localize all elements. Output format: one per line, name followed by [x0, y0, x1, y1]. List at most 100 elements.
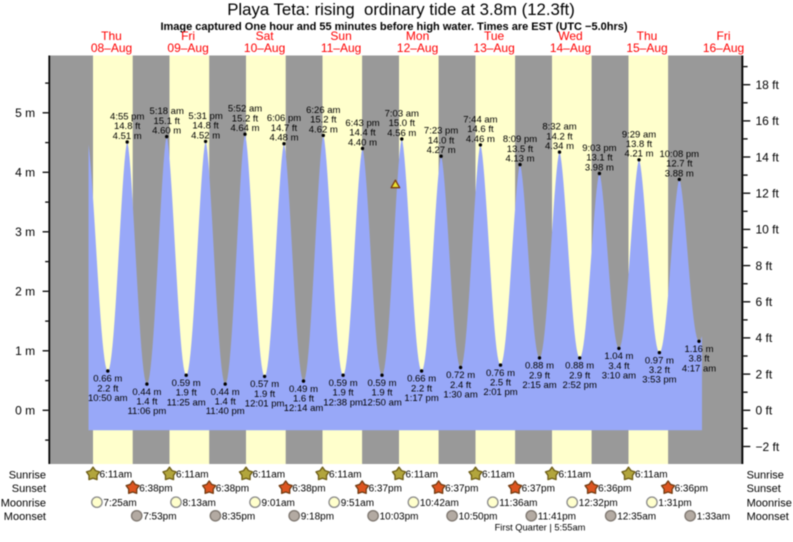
- svg-text:Thu: Thu: [101, 29, 122, 43]
- svg-text:16–Aug: 16–Aug: [703, 41, 744, 55]
- svg-text:2 m: 2 m: [15, 285, 35, 299]
- svg-text:Tue: Tue: [484, 29, 505, 43]
- svg-text:7:44 am: 7:44 am: [463, 114, 497, 125]
- svg-text:0 ft: 0 ft: [756, 404, 773, 418]
- svg-text:10:42am: 10:42am: [420, 498, 459, 509]
- svg-text:5:52 am: 5:52 am: [228, 104, 262, 115]
- svg-text:Moonrise: Moonrise: [1, 498, 46, 510]
- svg-text:6:06 pm: 6:06 pm: [267, 113, 301, 124]
- svg-text:10:50 am: 10:50 am: [88, 393, 128, 404]
- svg-text:0.66 m: 0.66 m: [93, 374, 122, 385]
- svg-text:1.9 ft: 1.9 ft: [254, 389, 275, 400]
- svg-text:3.8 ft: 3.8 ft: [688, 354, 709, 365]
- svg-text:6 ft: 6 ft: [756, 295, 773, 309]
- svg-text:Sunrise: Sunrise: [747, 469, 784, 481]
- svg-text:Moonrise: Moonrise: [747, 498, 792, 510]
- svg-text:Fri: Fri: [717, 29, 731, 43]
- svg-text:Moonset: Moonset: [4, 511, 46, 523]
- svg-text:6:11am: 6:11am: [329, 470, 362, 481]
- svg-text:0 m: 0 m: [15, 404, 35, 418]
- svg-text:9:29 am: 9:29 am: [622, 129, 656, 140]
- svg-text:12:38 pm: 12:38 pm: [323, 397, 363, 408]
- svg-text:13.1 ft: 13.1 ft: [586, 153, 613, 164]
- svg-text:11:25 am: 11:25 am: [167, 397, 206, 408]
- svg-text:0.66 m: 0.66 m: [407, 374, 436, 385]
- svg-text:11–Aug: 11–Aug: [321, 41, 361, 55]
- svg-text:12.7 ft: 12.7 ft: [666, 159, 693, 170]
- svg-text:0.59 m: 0.59 m: [329, 378, 358, 389]
- svg-text:2.9 ft: 2.9 ft: [569, 370, 590, 381]
- svg-text:4.62 m: 4.62 m: [309, 124, 338, 135]
- svg-text:3 m: 3 m: [15, 225, 35, 239]
- svg-text:14 ft: 14 ft: [756, 150, 780, 164]
- svg-text:Image captured One hour and 55: Image captured One hour and 55 minutes b…: [160, 21, 627, 33]
- svg-text:4.21 m: 4.21 m: [624, 149, 653, 160]
- svg-text:08–Aug: 08–Aug: [91, 41, 132, 55]
- svg-text:1.04 m: 1.04 m: [604, 351, 633, 362]
- svg-text:4.13 m: 4.13 m: [505, 154, 534, 165]
- svg-text:0.76 m: 0.76 m: [486, 368, 515, 379]
- svg-text:9:51am: 9:51am: [341, 498, 374, 509]
- svg-text:6:26 am: 6:26 am: [306, 105, 340, 116]
- svg-text:14.8 ft: 14.8 ft: [114, 121, 141, 132]
- svg-text:09–Aug: 09–Aug: [167, 41, 208, 55]
- svg-text:Playa Teta: rising ordinary t: Playa Teta: rising ordinary tide at 3.8m…: [227, 0, 575, 19]
- svg-text:6:11am: 6:11am: [559, 470, 592, 481]
- svg-text:3.98 m: 3.98 m: [585, 162, 614, 173]
- svg-text:5:31 pm: 5:31 pm: [188, 111, 222, 122]
- svg-text:6:11am: 6:11am: [482, 470, 515, 481]
- svg-text:8:35pm: 8:35pm: [222, 511, 255, 522]
- svg-text:3.2 ft: 3.2 ft: [649, 365, 670, 376]
- svg-text:6:38pm: 6:38pm: [292, 483, 325, 494]
- svg-text:4.60 m: 4.60 m: [152, 126, 181, 137]
- svg-text:12:35am: 12:35am: [617, 511, 656, 522]
- svg-text:4.64 m: 4.64 m: [230, 123, 259, 134]
- svg-text:10:03pm: 10:03pm: [380, 511, 419, 522]
- svg-text:11:06 pm: 11:06 pm: [127, 406, 166, 417]
- svg-text:14.4 ft: 14.4 ft: [349, 128, 376, 139]
- svg-text:6:38pm: 6:38pm: [139, 483, 172, 494]
- svg-text:18 ft: 18 ft: [756, 78, 780, 92]
- svg-text:1.9 ft: 1.9 ft: [176, 388, 197, 399]
- svg-text:9:03 pm: 9:03 pm: [582, 143, 616, 154]
- svg-text:2.2 ft: 2.2 ft: [411, 383, 432, 394]
- svg-text:0.59 m: 0.59 m: [172, 378, 201, 389]
- svg-text:Wed: Wed: [558, 29, 582, 43]
- svg-text:4.52 m: 4.52 m: [191, 130, 220, 141]
- svg-text:4.56 m: 4.56 m: [387, 128, 416, 139]
- svg-text:1:17 pm: 1:17 pm: [404, 393, 438, 404]
- svg-text:8:09 pm: 8:09 pm: [503, 134, 537, 145]
- svg-text:13.8 ft: 13.8 ft: [626, 139, 653, 150]
- svg-text:7:25am: 7:25am: [103, 498, 136, 509]
- svg-text:3.88 m: 3.88 m: [665, 168, 694, 179]
- svg-text:0.57 m: 0.57 m: [250, 379, 279, 390]
- svg-text:6:11am: 6:11am: [635, 470, 668, 481]
- svg-text:0.44 m: 0.44 m: [132, 387, 161, 398]
- svg-text:1.9 ft: 1.9 ft: [371, 388, 392, 399]
- svg-text:Mon: Mon: [406, 29, 429, 43]
- svg-text:Thu: Thu: [637, 29, 658, 43]
- svg-text:15.2 ft: 15.2 ft: [232, 113, 259, 124]
- svg-text:4.27 m: 4.27 m: [427, 145, 456, 156]
- svg-text:11:40 pm: 11:40 pm: [206, 406, 245, 417]
- svg-text:8 ft: 8 ft: [756, 259, 773, 273]
- svg-text:0.59 m: 0.59 m: [367, 378, 396, 389]
- svg-text:Sunset: Sunset: [747, 483, 781, 495]
- svg-text:12:32pm: 12:32pm: [579, 498, 618, 509]
- svg-text:11:41pm: 11:41pm: [538, 511, 576, 522]
- svg-text:6:36pm: 6:36pm: [675, 483, 708, 494]
- svg-text:0.49 m: 0.49 m: [289, 384, 318, 395]
- svg-text:10:08 pm: 10:08 pm: [659, 149, 699, 160]
- svg-text:13.5 ft: 13.5 ft: [507, 144, 534, 155]
- svg-text:1:33am: 1:33am: [697, 511, 730, 522]
- svg-text:2.4 ft: 2.4 ft: [450, 380, 471, 391]
- svg-text:4:55 pm: 4:55 pm: [110, 112, 144, 123]
- svg-text:4:17 am: 4:17 am: [682, 363, 716, 374]
- svg-text:15.0 ft: 15.0 ft: [389, 118, 416, 129]
- svg-text:12–Aug: 12–Aug: [397, 41, 438, 55]
- svg-text:1.9 ft: 1.9 ft: [333, 388, 354, 399]
- svg-text:6:37pm: 6:37pm: [369, 483, 402, 494]
- svg-text:3:10 am: 3:10 am: [602, 371, 636, 382]
- svg-text:3.4 ft: 3.4 ft: [608, 361, 629, 372]
- svg-text:4 ft: 4 ft: [756, 331, 773, 345]
